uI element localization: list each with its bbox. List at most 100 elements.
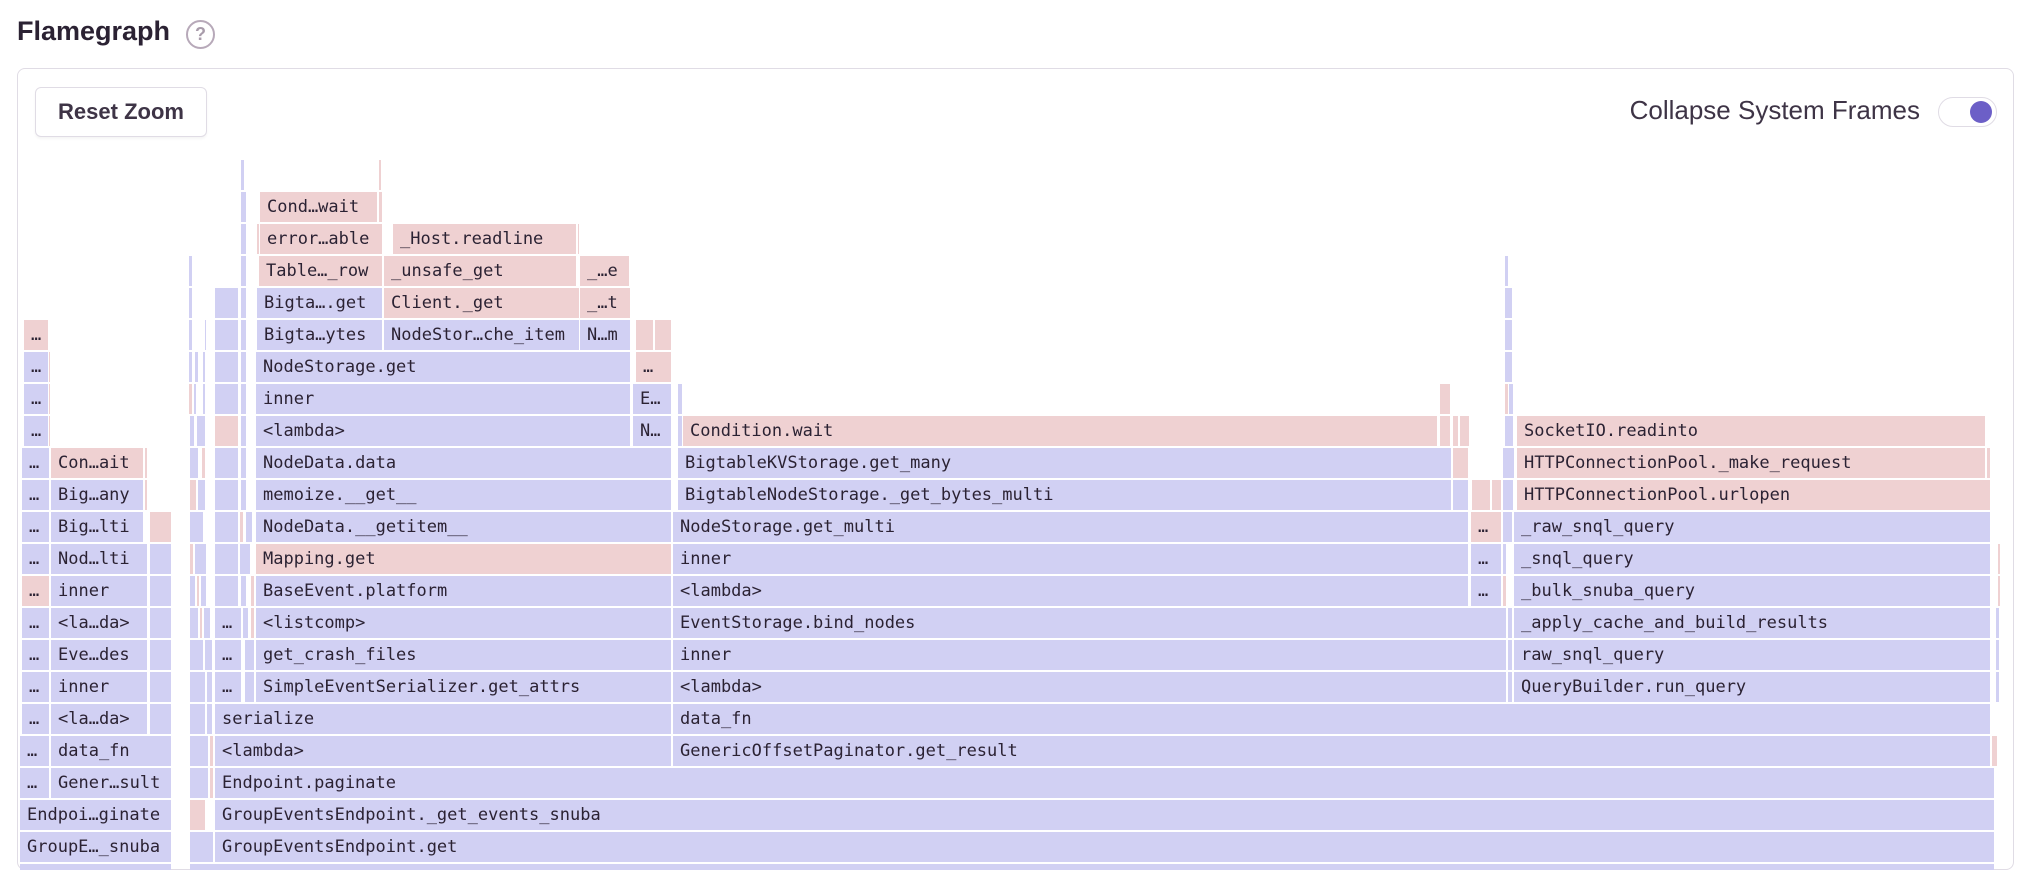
flame-frame-sliver[interactable] <box>190 416 194 446</box>
flame-frame-sliver[interactable] <box>1996 608 1999 638</box>
flame-frame-sliver[interactable] <box>1505 320 1512 350</box>
flame-frame-sliver[interactable] <box>150 608 171 638</box>
flame-frame-sliver[interactable] <box>678 384 682 414</box>
flame-frame-sliver[interactable] <box>241 416 246 446</box>
flame-frame-sliver[interactable] <box>145 448 147 478</box>
reset-zoom-button[interactable]: Reset Zoom <box>35 87 207 137</box>
flame-frame-sliver[interactable] <box>655 320 671 350</box>
flame-frame[interactable]: <lambda> <box>256 416 630 446</box>
flame-frame[interactable]: memoize.__get__ <box>256 480 671 510</box>
flame-frame-sliver[interactable] <box>379 160 381 190</box>
flame-frame-sliver[interactable] <box>190 576 195 606</box>
flame-frame-sliver[interactable] <box>198 480 205 510</box>
flame-frame-sliver[interactable] <box>215 288 238 318</box>
flame-frame-sliver[interactable] <box>207 672 212 702</box>
flame-frame[interactable]: NodeStorage.get_multi <box>673 512 1468 542</box>
flame-frame-sliver[interactable] <box>190 736 208 766</box>
flame-frame-sliver[interactable] <box>20 864 171 870</box>
flame-frame[interactable]: get_crash_files <box>256 640 671 670</box>
flame-frame-sliver[interactable] <box>210 768 213 798</box>
flame-frame[interactable]: QueryBuilder.run_query <box>1514 672 1990 702</box>
flame-frame-sliver[interactable] <box>1505 288 1512 318</box>
flame-frame-sliver[interactable] <box>1492 480 1501 510</box>
flame-frame[interactable]: NodeData.data <box>256 448 671 478</box>
flame-frame[interactable]: SocketIO.readinto <box>1517 416 1985 446</box>
flame-frame-sliver[interactable] <box>215 352 238 382</box>
flame-frame-sliver[interactable] <box>1998 576 2000 606</box>
flame-frame[interactable]: … <box>215 640 241 670</box>
flame-frame[interactable]: … <box>22 608 49 638</box>
flame-frame[interactable]: Condition.wait <box>683 416 1437 446</box>
flame-frame[interactable]: <lambda> <box>215 736 671 766</box>
flame-frame-sliver[interactable] <box>1505 352 1512 382</box>
flame-frame-sliver[interactable] <box>215 512 238 542</box>
flame-frame[interactable]: … <box>1471 544 1501 574</box>
flame-frame[interactable]: NodeStor…che_item <box>384 320 579 350</box>
flame-frame-sliver[interactable] <box>190 768 208 798</box>
flame-frame-sliver[interactable] <box>241 320 246 350</box>
flame-frame[interactable]: _apply_cache_and_build_results <box>1514 608 1990 638</box>
flame-frame-sliver[interactable] <box>1992 736 1997 766</box>
flame-frame-sliver[interactable] <box>190 480 196 510</box>
flame-frame[interactable]: BigtableNodeStorage._get_bytes_multi <box>678 480 1451 510</box>
flame-frame-sliver[interactable] <box>241 576 246 606</box>
flame-frame[interactable]: _Host.readline <box>393 224 576 254</box>
flame-frame[interactable]: … <box>215 672 241 702</box>
flame-frame[interactable]: Eve…des <box>51 640 147 670</box>
flame-frame-sliver[interactable] <box>578 224 579 254</box>
flame-frame-sliver[interactable] <box>1503 576 1506 606</box>
flame-frame-sliver[interactable] <box>190 448 198 478</box>
flame-frame[interactable]: _bulk_snuba_query <box>1514 576 1990 606</box>
flame-frame[interactable]: … <box>636 352 671 382</box>
flame-frame-sliver[interactable] <box>241 384 246 414</box>
flame-frame-sliver[interactable] <box>189 256 192 286</box>
flame-frame-sliver[interactable] <box>1509 384 1513 414</box>
flame-frame[interactable]: … <box>1471 512 1501 542</box>
flame-frame-sliver[interactable] <box>197 416 205 446</box>
flame-frame-sliver[interactable] <box>1503 480 1513 510</box>
flame-frame-sliver[interactable] <box>1505 384 1508 414</box>
flame-frame-sliver[interactable] <box>215 480 238 510</box>
flame-frame-sliver[interactable] <box>49 384 50 414</box>
flame-frame[interactable]: … <box>20 736 49 766</box>
flame-frame[interactable]: … <box>22 704 49 734</box>
flame-frame-sliver[interactable] <box>150 576 171 606</box>
flame-frame[interactable]: Big…lti <box>51 512 143 542</box>
flame-frame[interactable]: … <box>22 448 49 478</box>
flame-frame-sliver[interactable] <box>1440 416 1450 446</box>
flame-frame[interactable]: Big…any <box>51 480 143 510</box>
flame-frame[interactable]: raw_snql_query <box>1514 640 1990 670</box>
flame-frame-sliver[interactable] <box>189 288 192 318</box>
flame-frame[interactable]: <la…da> <box>51 608 147 638</box>
flame-frame[interactable]: EventStorage.bind_nodes <box>673 608 1506 638</box>
flame-frame-sliver[interactable] <box>243 608 248 638</box>
flame-frame[interactable]: NodeStorage.get <box>256 352 630 382</box>
question-circle-icon[interactable]: ? <box>186 20 215 49</box>
flame-frame-sliver[interactable] <box>189 384 192 414</box>
flame-frame-sliver[interactable] <box>241 480 246 510</box>
flame-frame[interactable]: inner <box>673 544 1468 574</box>
flame-frame-sliver[interactable] <box>200 608 202 638</box>
flame-frame-sliver[interactable] <box>201 576 206 606</box>
flame-frame[interactable]: N…m <box>580 320 630 350</box>
flame-frame[interactable]: Endpoi…ginate <box>20 800 171 830</box>
flame-frame-sliver[interactable] <box>207 704 212 734</box>
flame-frame-sliver[interactable] <box>245 640 254 670</box>
flame-frame-sliver[interactable] <box>1453 416 1458 446</box>
flame-frame-sliver[interactable] <box>1472 480 1490 510</box>
flame-frame-sliver[interactable] <box>1460 416 1469 446</box>
flame-frame-sliver[interactable] <box>1503 544 1506 574</box>
flame-frame-sliver[interactable] <box>257 224 259 254</box>
flame-frame-sliver[interactable] <box>215 416 238 446</box>
flame-frame-sliver[interactable] <box>241 448 246 478</box>
flame-frame-sliver[interactable] <box>1998 544 2000 574</box>
flame-frame-sliver[interactable] <box>245 672 254 702</box>
flame-frame-sliver[interactable] <box>1453 480 1468 510</box>
flame-frame-sliver[interactable] <box>205 640 212 670</box>
flame-frame[interactable]: … <box>22 576 49 606</box>
flame-frame-sliver[interactable] <box>150 544 171 574</box>
flame-frame-sliver[interactable] <box>150 512 171 542</box>
flame-frame[interactable]: data_fn <box>51 736 171 766</box>
flame-frame[interactable]: <la…da> <box>51 704 147 734</box>
flame-frame-sliver[interactable] <box>190 544 193 574</box>
